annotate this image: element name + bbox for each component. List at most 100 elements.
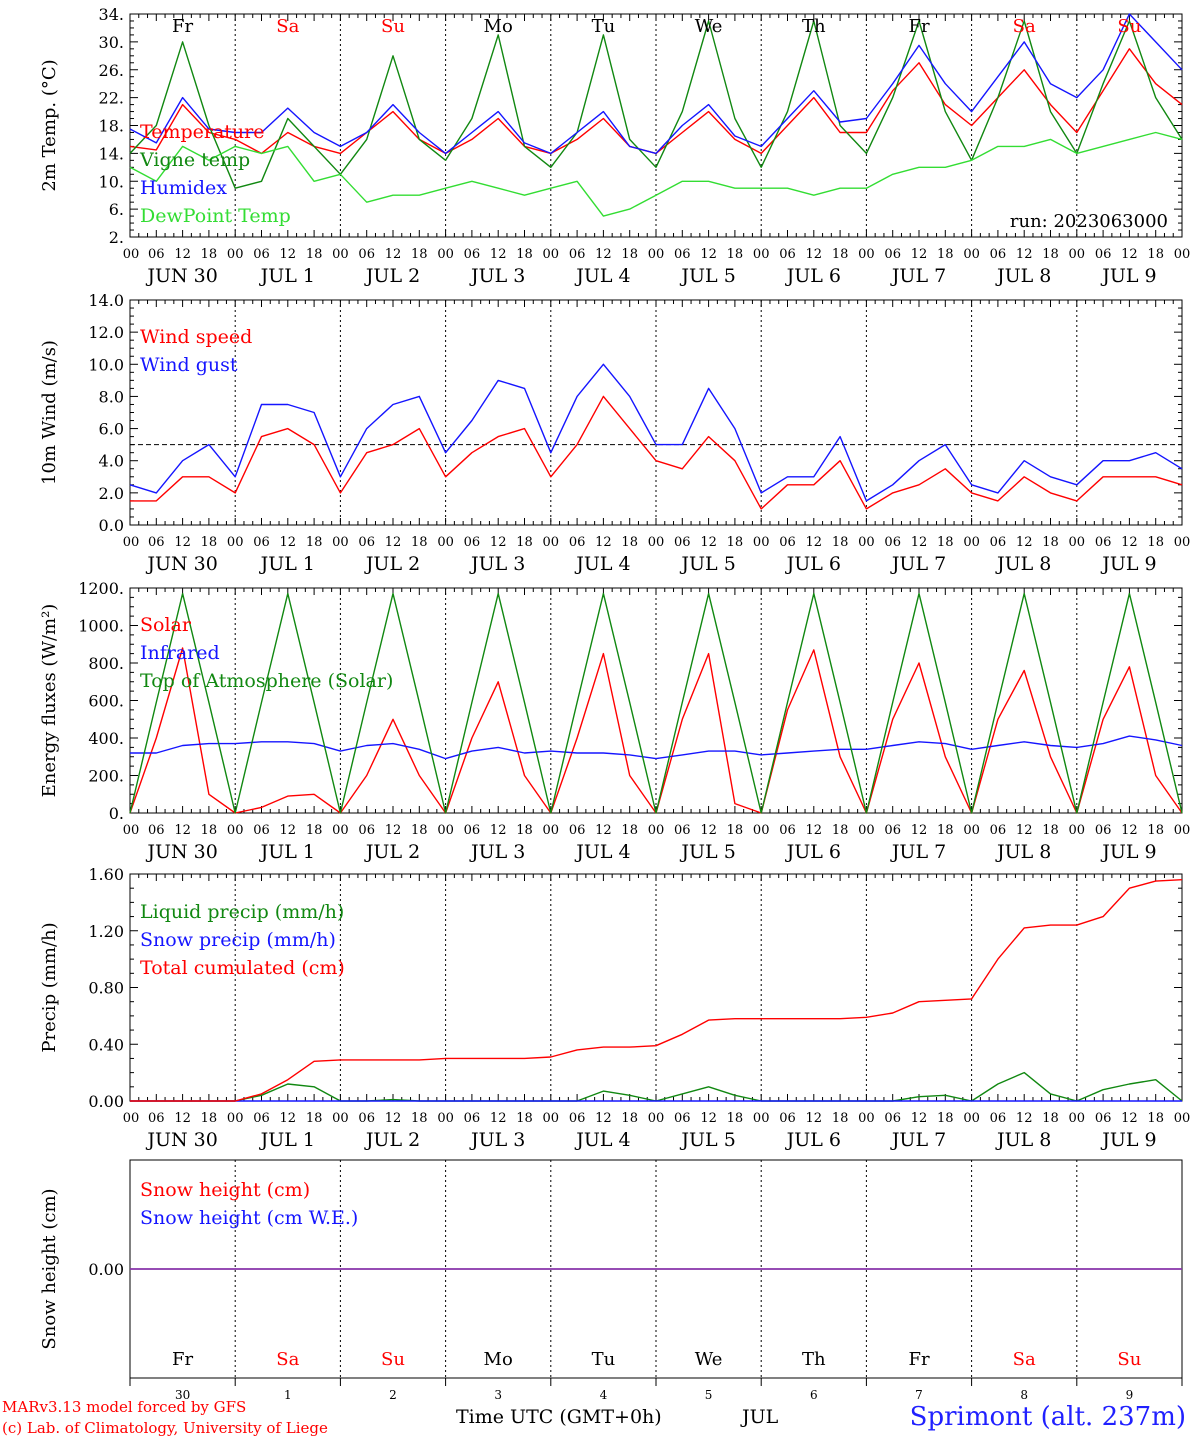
hour-label: 18	[1147, 247, 1164, 262]
date-label: JUL 7	[890, 553, 946, 575]
hour-label: 06	[884, 535, 901, 550]
hour-label: 06	[779, 823, 796, 838]
hour-label: 12	[385, 247, 402, 262]
date-label: JUL 4	[574, 265, 630, 287]
hour-label: 18	[727, 247, 744, 262]
day-number: 6	[810, 1388, 818, 1402]
time-axis-label: Time UTC (GMT+0h)	[456, 1406, 662, 1428]
legend-entry: Snow height (cm W.E.)	[140, 1207, 358, 1229]
hour-label: 12	[806, 247, 823, 262]
date-label: JUL 8	[995, 841, 1051, 863]
hour-label: 12	[700, 247, 717, 262]
hour-label: 06	[674, 1111, 691, 1126]
day-letter: Tu	[592, 1349, 616, 1370]
hour-label: 00	[543, 535, 560, 550]
hour-label: 06	[358, 535, 375, 550]
y-axis-label: Snow height (cm)	[39, 1188, 60, 1349]
date-label: JUL 5	[679, 553, 735, 575]
hour-label: 00	[123, 823, 140, 838]
hour-label: 06	[253, 1111, 270, 1126]
hour-label: 00	[753, 247, 770, 262]
date-label: JUL 5	[679, 841, 735, 863]
panel-1	[129, 13, 1183, 238]
hour-label: 00	[437, 1111, 454, 1126]
y-tick-label: 200.	[88, 767, 124, 786]
hour-label: 12	[1121, 1111, 1138, 1126]
hour-label: 12	[806, 535, 823, 550]
hour-label: 18	[411, 823, 428, 838]
hour-label: 06	[884, 1111, 901, 1126]
y-tick-label: 14.	[99, 144, 124, 163]
series-line-1-2	[129, 20, 1183, 189]
date-label: JUL 6	[785, 553, 841, 575]
hour-label: 18	[727, 823, 744, 838]
hour-label: 18	[201, 535, 218, 550]
hour-label: 06	[569, 247, 586, 262]
hour-label: 12	[280, 247, 297, 262]
hour-label: 00	[753, 823, 770, 838]
hour-label: 18	[1042, 823, 1059, 838]
day-number: 4	[600, 1388, 608, 1402]
date-label: JUL 9	[1100, 553, 1156, 575]
hour-label: 06	[358, 247, 375, 262]
hour-label: 00	[543, 247, 560, 262]
y-tick-label: 22.	[99, 89, 124, 108]
hour-label: 12	[806, 823, 823, 838]
hour-label: 06	[569, 1111, 586, 1126]
date-label: JUL 9	[1100, 265, 1156, 287]
y-tick-label: 0.00	[88, 1260, 124, 1279]
date-label: JUL 5	[679, 265, 735, 287]
hour-label: 00	[648, 247, 665, 262]
hour-label: 12	[385, 823, 402, 838]
day-number: 9	[1126, 1388, 1134, 1402]
series-line-3-2	[130, 735, 1183, 760]
hour-label: 00	[437, 823, 454, 838]
y-axis-label: Energy fluxes (W/m²)	[39, 604, 60, 798]
y-axis-label: 10m Wind (m/s)	[39, 340, 60, 485]
hour-label: 00	[858, 823, 875, 838]
day-letter: We	[695, 16, 723, 37]
day-letter: Su	[381, 16, 405, 37]
y-tick-label: 2.	[109, 228, 124, 247]
y-tick-label: 1000.	[78, 617, 124, 636]
date-label: JUL 1	[259, 265, 315, 287]
day-letter: Th	[802, 1349, 826, 1370]
hour-label: 00	[123, 535, 140, 550]
hour-label: 00	[963, 1111, 980, 1126]
day-letter: Fr	[172, 1349, 193, 1370]
day-letter: Fr	[908, 16, 929, 37]
y-tick-label: 14.0	[88, 291, 124, 310]
y-tick-label: 8.0	[99, 387, 124, 406]
date-label: JUL 1	[259, 1129, 315, 1151]
month-label: JUL	[742, 1406, 779, 1428]
hour-label: 12	[490, 535, 507, 550]
hour-label: 06	[1095, 535, 1112, 550]
y-tick-label: 1200.	[78, 579, 124, 598]
hour-label: 06	[148, 247, 165, 262]
hour-label: 12	[280, 823, 297, 838]
date-label: JUL 3	[469, 841, 525, 863]
hour-label: 12	[490, 247, 507, 262]
series-line-2-1	[130, 395, 1183, 510]
hour-label: 06	[253, 535, 270, 550]
date-label: JUL 1	[259, 841, 315, 863]
y-tick-label: 6.	[109, 200, 124, 219]
hour-label: 18	[937, 823, 954, 838]
run-label: run: 2023063000	[1010, 211, 1168, 232]
hour-label: 00	[1069, 247, 1086, 262]
hour-label: 18	[516, 247, 533, 262]
date-label: JUL 8	[995, 553, 1051, 575]
y-tick-label: 600.	[88, 692, 124, 711]
hour-label: 06	[779, 1111, 796, 1126]
y-tick-label: 10.0	[88, 355, 124, 374]
hour-label: 18	[1042, 535, 1059, 550]
date-label: JUN 30	[145, 553, 217, 575]
hour-label: 18	[516, 1111, 533, 1126]
hour-label: 12	[1016, 1111, 1033, 1126]
hour-label: 06	[990, 823, 1007, 838]
date-label: JUL 4	[574, 841, 630, 863]
hour-label: 00	[963, 823, 980, 838]
hour-label: 00	[543, 823, 560, 838]
hour-label: 18	[621, 823, 638, 838]
